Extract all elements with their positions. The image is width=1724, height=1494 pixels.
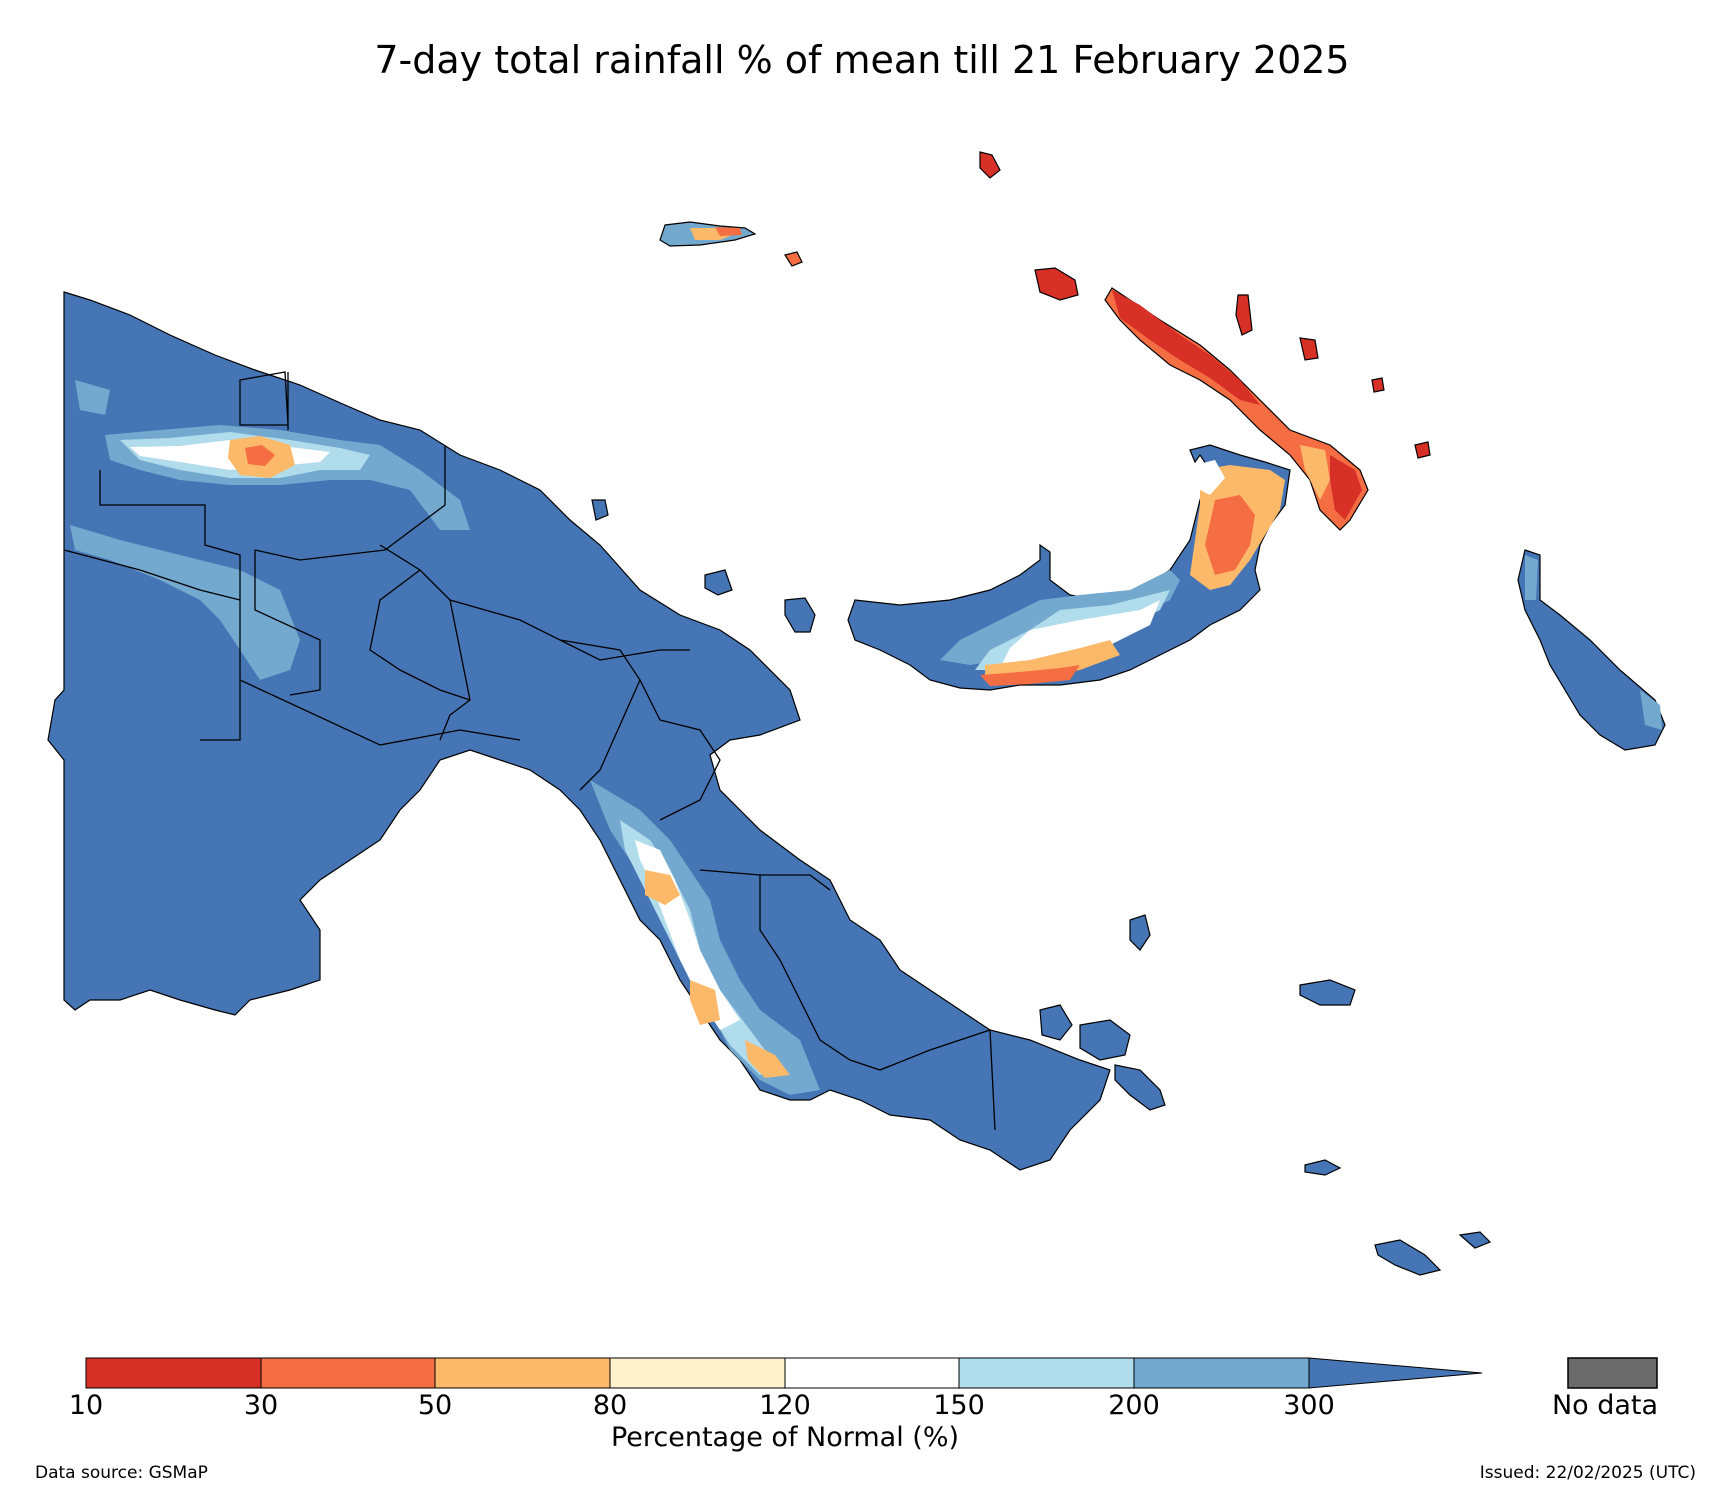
patch-light-blue-west-2 xyxy=(75,380,110,415)
bougainville xyxy=(1517,549,1666,751)
colorbar-bin-120-150 xyxy=(784,1357,960,1389)
tabar-island xyxy=(1235,294,1253,336)
colorbar-bin-150-200 xyxy=(958,1357,1135,1389)
colorbar xyxy=(85,1357,1658,1389)
umboi-island xyxy=(784,597,816,633)
patch-light-blue-west xyxy=(70,525,300,680)
patch-orange-central-2 xyxy=(690,980,720,1025)
issued-date-note: Issued: 22/02/2025 (UTC) xyxy=(1479,1463,1696,1483)
colorbar-bin-50-80 xyxy=(434,1357,611,1389)
patch-orange-central-1 xyxy=(645,870,680,905)
feni-island xyxy=(1414,441,1431,459)
bougainville-light xyxy=(1525,555,1538,600)
colorbar-bin-200-300 xyxy=(1133,1357,1310,1389)
patch-red-north xyxy=(245,445,275,466)
data-source-note: Data source: GSMaP xyxy=(35,1463,208,1483)
new-britain-orange-south xyxy=(985,640,1120,682)
colorbar-tick-30: 30 xyxy=(243,1390,279,1421)
colorbar-bin-80-120 xyxy=(609,1357,786,1389)
new-hanover xyxy=(1034,267,1079,301)
misima-island xyxy=(1304,1159,1342,1176)
border-lines xyxy=(63,371,996,1131)
rossel-island xyxy=(1458,1231,1492,1249)
new-ireland-orange xyxy=(1300,445,1330,500)
long-island xyxy=(704,569,733,596)
colorbar-tick-120: 120 xyxy=(759,1390,811,1421)
manus-small-island xyxy=(784,251,803,267)
new-britain-red-east xyxy=(1205,495,1255,575)
new-britain-white-east xyxy=(1195,460,1225,495)
mussau-island xyxy=(979,151,1001,179)
nodata-swatch xyxy=(1567,1357,1658,1389)
woodlark-island xyxy=(1299,979,1356,1006)
sudest-island xyxy=(1374,1239,1442,1276)
patch-orange-central-3 xyxy=(745,1040,790,1078)
bougainville-light-2 xyxy=(1640,690,1662,730)
colorbar-tick-50: 50 xyxy=(417,1390,453,1421)
colorbar-tick-80: 80 xyxy=(592,1390,628,1421)
colorbar-tick-150: 150 xyxy=(933,1390,985,1421)
new-britain-white xyxy=(1000,600,1160,668)
trobriand-island xyxy=(1129,914,1151,951)
colorbar-tick-300: 300 xyxy=(1283,1390,1335,1421)
karkar-island xyxy=(591,499,609,521)
lihir-island xyxy=(1299,337,1319,361)
tanga-island xyxy=(1371,377,1385,393)
colorbar-tick-200: 200 xyxy=(1108,1390,1160,1421)
new-britain xyxy=(847,444,1291,691)
nodata-label: No data xyxy=(1551,1390,1659,1421)
new-britain-red-south xyxy=(980,665,1080,686)
new-ireland-red xyxy=(1112,290,1260,405)
goodenough-island xyxy=(1039,1004,1073,1041)
normanby-island xyxy=(1114,1064,1166,1111)
manus-red xyxy=(715,227,742,236)
fergusson-island xyxy=(1079,1019,1131,1061)
new-ireland-red-south xyxy=(1330,455,1362,520)
colorbar-tick-10: 10 xyxy=(68,1390,104,1421)
colorbar-bin-10-30 xyxy=(85,1357,262,1389)
map-title: 7-day total rainfall % of mean till 21 F… xyxy=(374,38,1350,82)
colorbar-label: Percentage of Normal (%) xyxy=(610,1422,960,1453)
colorbar-bin-30-50 xyxy=(260,1357,436,1389)
colorbar-bin-over-300 xyxy=(1308,1357,1483,1389)
mainland-png xyxy=(47,291,1111,1171)
